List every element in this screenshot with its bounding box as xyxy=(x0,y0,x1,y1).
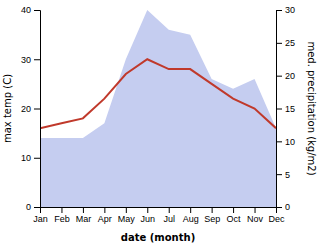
tick: 5 xyxy=(276,170,290,180)
tick: 0 xyxy=(26,202,40,212)
tick-label: Feb xyxy=(54,214,70,224)
tick-mark xyxy=(147,207,148,213)
tick-label: Jun xyxy=(141,214,156,224)
marks xyxy=(40,10,276,207)
temperature-line xyxy=(40,59,276,128)
tick-mark xyxy=(83,207,84,213)
tick-mark xyxy=(212,207,213,213)
tick-label: 0 xyxy=(285,202,290,212)
tick: 15 xyxy=(276,104,295,114)
tick: Mar xyxy=(76,207,92,224)
tick: Aug xyxy=(183,207,199,224)
axis-line xyxy=(277,11,283,208)
tick-mark xyxy=(34,207,40,208)
tick-mark xyxy=(276,141,282,142)
tick-label: Jul xyxy=(163,214,175,224)
y-axis-title: max temp (C) xyxy=(2,74,13,143)
tick: Jan xyxy=(33,207,48,224)
precipitation-area xyxy=(40,10,276,207)
tick-label: Apr xyxy=(98,214,112,224)
x-axis: Jan Feb Mar Apr May Jun Jul Aug Sep Oct Nov Dec xyxy=(33,207,285,224)
tick-label: 30 xyxy=(21,55,31,65)
tick-label: 25 xyxy=(285,38,295,48)
tick: 30 xyxy=(276,5,295,15)
tick-mark xyxy=(169,207,170,213)
tick-mark xyxy=(276,207,282,208)
tick: 20 xyxy=(276,71,295,81)
axis-line xyxy=(34,11,41,208)
y2-axis-title: med. precipitation (kg/m2) xyxy=(306,41,317,175)
tick: 10 xyxy=(276,137,295,147)
tick: Sep xyxy=(204,207,220,224)
tick-mark xyxy=(34,59,40,60)
tick-label: 5 xyxy=(285,170,290,180)
tick-label: Dec xyxy=(268,214,285,224)
chart: JanFebMarAprMayJunJulAugSepOctNovDec0102… xyxy=(0,0,318,247)
axis-line xyxy=(41,208,277,214)
tick: Nov xyxy=(247,207,264,224)
tick-mark xyxy=(104,207,105,213)
tick-label: 15 xyxy=(285,104,295,114)
tick: 0 xyxy=(276,202,290,212)
tick-label: Mar xyxy=(76,214,92,224)
tick-mark xyxy=(276,109,282,110)
tick-label: May xyxy=(118,214,136,224)
x-axis-title: date (month) xyxy=(121,232,195,243)
tick-label: Nov xyxy=(247,214,264,224)
y-axis: 0 10 20 30 40 xyxy=(21,5,41,212)
tick-mark xyxy=(61,207,62,213)
tick: 30 xyxy=(21,55,40,65)
tick-mark xyxy=(233,207,234,213)
tick: 10 xyxy=(21,153,40,163)
tick-mark xyxy=(34,10,40,11)
tick-mark xyxy=(34,109,40,110)
tick-mark xyxy=(34,158,40,159)
tick-label: Oct xyxy=(227,214,242,224)
tick-label: 20 xyxy=(285,71,295,81)
tick: 20 xyxy=(21,104,40,114)
tick: Oct xyxy=(227,207,242,224)
tick: Jun xyxy=(141,207,156,224)
tick: 40 xyxy=(21,5,40,15)
tick-label: 40 xyxy=(21,5,31,15)
tick: Apr xyxy=(98,207,112,224)
tick: 25 xyxy=(276,38,295,48)
tick-mark xyxy=(276,76,282,77)
tick-label: Sep xyxy=(204,214,220,224)
tick-label: 20 xyxy=(21,104,31,114)
tick-mark xyxy=(276,174,282,175)
tick-mark xyxy=(126,207,127,213)
tick-label: 30 xyxy=(285,5,295,15)
plot: JanFebMarAprMayJunJulAugSepOctNovDec0102… xyxy=(21,5,295,224)
tick-mark xyxy=(255,207,256,213)
tick-mark xyxy=(190,207,191,213)
tick-label: 10 xyxy=(285,137,295,147)
tick: Feb xyxy=(54,207,70,224)
tick-mark xyxy=(276,10,282,11)
tick-label: 10 xyxy=(21,153,31,163)
tick-label: Jan xyxy=(33,214,48,224)
tick-label: 0 xyxy=(26,202,31,212)
tick: May xyxy=(118,207,136,224)
tick-label: Aug xyxy=(183,214,199,224)
y2-axis: 0 5 10 15 20 25 30 xyxy=(276,5,295,212)
tick-mark xyxy=(276,43,282,44)
tick: Dec xyxy=(268,207,285,224)
tick: Jul xyxy=(163,207,175,224)
